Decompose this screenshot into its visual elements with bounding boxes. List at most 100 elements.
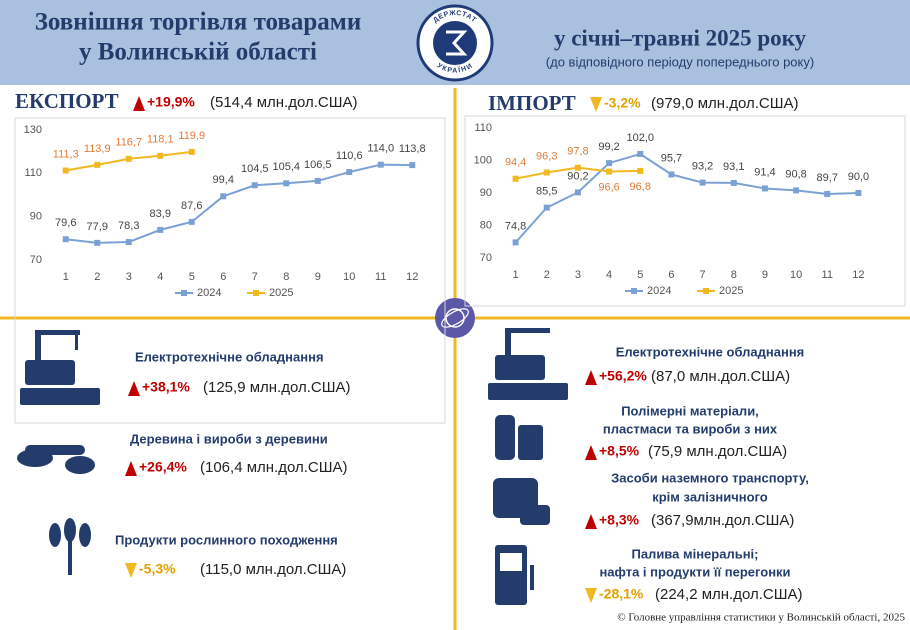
- point: [125, 155, 132, 162]
- item-name: Засоби наземного транспорту,: [611, 470, 809, 485]
- value-label: 78,3: [118, 220, 139, 232]
- x-tick-label: 10: [790, 269, 802, 281]
- x-tick-label: 2: [544, 269, 550, 281]
- point: [94, 161, 101, 168]
- item-name: Полімерні матеріали,: [621, 403, 759, 418]
- arrow-down: [125, 563, 137, 578]
- y-tick-label: 110: [24, 167, 42, 179]
- legend-label: 2025: [269, 287, 293, 299]
- value-label: 102,0: [626, 132, 654, 144]
- arrow-up: [133, 96, 145, 111]
- item-name: крім залізничного: [652, 489, 768, 504]
- value-label: 105,4: [272, 161, 300, 173]
- value-label: 96,8: [630, 181, 651, 193]
- y-tick-label: 90: [480, 187, 492, 199]
- point: [220, 193, 227, 200]
- point: [157, 226, 164, 233]
- value-label: 97,8: [567, 146, 588, 158]
- x-tick-label: 5: [189, 271, 195, 283]
- point: [512, 239, 519, 246]
- legend-label: 2024: [197, 287, 221, 299]
- amount: (367,9млн.дол.США): [651, 512, 794, 529]
- arrow-up: [585, 370, 597, 385]
- value-label: 106,5: [304, 159, 332, 171]
- value-label: 96,6: [598, 181, 619, 193]
- value-label: 74,8: [505, 220, 526, 232]
- x-tick-label: 8: [283, 271, 289, 283]
- point: [793, 187, 800, 194]
- change: +38,1%: [142, 379, 190, 395]
- point: [377, 161, 384, 168]
- amount: (75,9 млн.дол.США): [648, 443, 787, 460]
- item-name: Електротехнічне обладнання: [616, 344, 805, 359]
- x-tick-label: 4: [606, 269, 612, 281]
- x-tick-label: 5: [637, 269, 643, 281]
- x-tick-label: 2: [94, 271, 100, 283]
- footer: © Головне управління статистики у Волинс…: [617, 612, 905, 624]
- change: +8,5%: [599, 443, 640, 459]
- change: +26,4%: [139, 459, 187, 475]
- value-label: 93,1: [723, 161, 744, 173]
- export-title: ЕКСПОРТ: [15, 89, 119, 113]
- point: [824, 190, 831, 197]
- point: [346, 169, 353, 176]
- value-label: 94,4: [505, 157, 526, 169]
- value-label: 90,0: [848, 171, 869, 183]
- change: -3,2%: [604, 95, 641, 111]
- x-tick-label: 7: [700, 269, 706, 281]
- legend-swatch: [181, 290, 187, 296]
- change: +56,2%: [599, 368, 647, 384]
- legend-swatch: [631, 288, 637, 294]
- value-label: 116,7: [115, 137, 142, 149]
- value-label: 104,5: [241, 163, 269, 175]
- value-label: 95,7: [661, 152, 682, 164]
- point: [606, 160, 613, 167]
- x-tick-label: 11: [822, 269, 833, 281]
- logo: [416, 4, 494, 82]
- item-name: Палива мінеральні;: [631, 546, 758, 561]
- value-label: 87,6: [181, 200, 202, 212]
- title-line: Зовнішня торгівля товарами: [35, 9, 362, 36]
- item-name: Продукти рослинного походження: [115, 532, 338, 547]
- period-note: (до відповідного періоду попереднього ро…: [546, 54, 814, 69]
- amount: (125,9 млн.дол.США): [203, 379, 350, 396]
- x-tick-label: 12: [852, 269, 864, 281]
- x-tick-label: 11: [375, 271, 386, 283]
- value-label: 85,5: [536, 186, 557, 198]
- y-tick-label: 130: [24, 124, 42, 136]
- x-tick-label: 6: [220, 271, 226, 283]
- point: [637, 167, 644, 174]
- x-tick-label: 9: [315, 271, 321, 283]
- x-tick-label: 10: [343, 271, 355, 283]
- amount: (979,0 млн.дол.США): [651, 95, 798, 112]
- item-name: Електротехнічне обладнання: [135, 349, 324, 364]
- chart-frame: [14, 117, 446, 424]
- point: [188, 148, 195, 155]
- point: [855, 190, 862, 196]
- value-label: 99,2: [598, 141, 619, 153]
- value-label: 111,3: [53, 148, 79, 160]
- point: [157, 152, 164, 159]
- x-tick-label: 8: [731, 269, 737, 281]
- y-tick-label: 80: [480, 219, 492, 231]
- amount: (115,0 млн.дол.США): [200, 561, 346, 578]
- item-name: Деревина і вироби з деревини: [130, 431, 328, 446]
- change: +8,3%: [599, 512, 640, 528]
- x-tick-label: 6: [668, 269, 674, 281]
- point: [409, 162, 416, 169]
- value-label: 99,4: [213, 174, 234, 186]
- point: [125, 239, 132, 246]
- point: [543, 204, 550, 211]
- amount: (514,4 млн.дол.США): [210, 94, 357, 111]
- legend-swatch: [253, 290, 259, 296]
- y-tick-label: 110: [474, 122, 492, 134]
- point: [574, 189, 581, 196]
- arrow-up: [128, 381, 140, 396]
- x-tick-label: 3: [126, 271, 132, 283]
- point: [94, 239, 101, 246]
- arrow-down: [590, 97, 602, 112]
- item-name: пластмаси та вироби з них: [603, 421, 778, 436]
- point: [188, 218, 195, 225]
- y-tick-label: 90: [30, 211, 42, 223]
